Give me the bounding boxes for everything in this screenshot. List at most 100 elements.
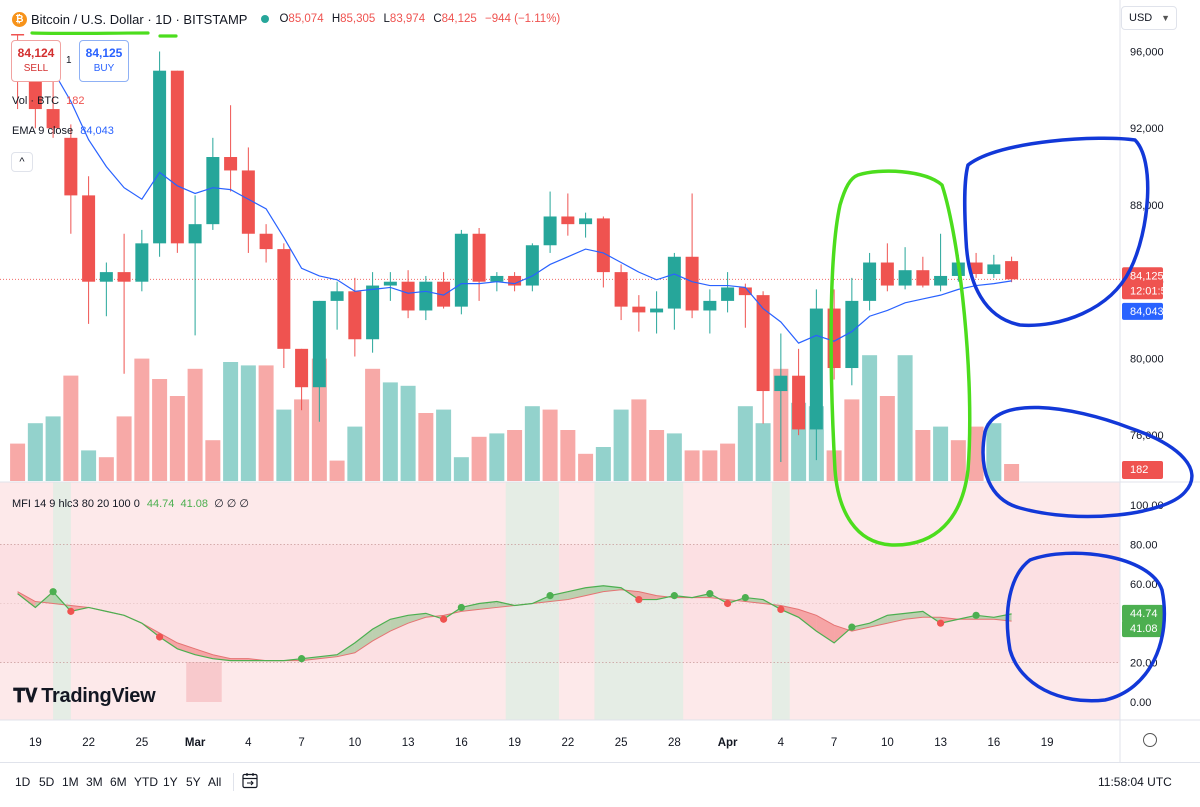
- candle: [916, 256, 930, 288]
- timeframe-1m[interactable]: 1M: [62, 775, 79, 789]
- candle: [596, 216, 610, 288]
- candle-body: [561, 216, 575, 225]
- collapse-legend-button[interactable]: ^: [11, 152, 33, 172]
- timeframe-all[interactable]: All: [208, 775, 222, 789]
- candle: [312, 300, 326, 422]
- mfi-cross-marker: [457, 603, 465, 612]
- close-value: 84,125: [441, 13, 477, 25]
- symbol-title[interactable]: Bitcoin / U.S. Dollar · 1D · BITSTAMP: [31, 11, 248, 27]
- candle-body: [46, 109, 60, 129]
- mfi-highlight-zone-3: [771, 482, 790, 720]
- candle: [809, 289, 823, 461]
- mfi-cross-marker: [848, 623, 856, 631]
- ema-legend[interactable]: EMA 9 close 84,043: [12, 125, 114, 137]
- candle-body: [277, 249, 291, 349]
- candle-body: [632, 306, 646, 313]
- candle: [685, 193, 699, 319]
- mfi-cross-marker: [937, 619, 945, 627]
- timeframe-1y[interactable]: 1Y: [163, 775, 178, 789]
- candle: [170, 70, 184, 253]
- gear-icon[interactable]: [1143, 733, 1157, 747]
- timeframe-5d[interactable]: 5D: [39, 775, 55, 789]
- price-axis-label: 92,000: [1130, 123, 1164, 135]
- candle-body: [206, 157, 220, 225]
- candle: [82, 176, 96, 324]
- currency-select[interactable]: USD ▼: [1121, 6, 1177, 30]
- candle-body: [579, 218, 593, 225]
- mfi-cross-marker: [440, 615, 448, 623]
- candle: [295, 348, 309, 411]
- volume-bar: [81, 450, 97, 481]
- mfi-cross-marker: [670, 592, 678, 600]
- candle-body: [348, 291, 362, 340]
- volume-bar: [720, 443, 736, 481]
- candle: [206, 137, 220, 230]
- timeframe-6m[interactable]: 6M: [110, 775, 127, 789]
- ohlc-readout: O85,074 H85,305 L83,974 C84,125 −944 (−1…: [279, 13, 561, 25]
- calendar-goto-icon[interactable]: [242, 772, 258, 789]
- timeframe-5y[interactable]: 5Y: [186, 775, 201, 789]
- volume-bar: [169, 396, 185, 481]
- volume-bar: [276, 409, 292, 481]
- mfi-cross-marker: [67, 607, 75, 615]
- time-axis-label: 4: [778, 737, 785, 749]
- mfi-fill-segment: [159, 633, 178, 649]
- timeframe-ytd[interactable]: YTD: [134, 775, 158, 789]
- volume-bar: [240, 365, 256, 481]
- mfi-legend-value-2: 41.08: [180, 498, 208, 510]
- volume-bar: [98, 457, 114, 481]
- mfi-cross-marker: [972, 611, 980, 619]
- volume-bar: [897, 355, 913, 481]
- candle: [579, 212, 593, 238]
- volume-bar: [542, 409, 558, 481]
- time-axis-label: 4: [245, 737, 252, 749]
- ema-badge-bg: [1122, 302, 1163, 320]
- candle: [863, 252, 877, 311]
- timeframe-3m[interactable]: 3M: [86, 775, 103, 789]
- time-axis-label: 19: [508, 737, 521, 749]
- mfi-fill-segment: [798, 609, 817, 632]
- candle-body: [756, 295, 770, 392]
- mfi-cross-marker: [777, 605, 785, 614]
- time-axis-label: Mar: [185, 737, 206, 749]
- symbol-header[interactable]: ₿ Bitcoin / U.S. Dollar · 1D · BITSTAMP …: [12, 9, 565, 29]
- volume-badge: 182: [1122, 461, 1163, 479]
- candle-body: [99, 272, 113, 282]
- candle-body: [224, 157, 238, 171]
- volume-bar: [453, 457, 469, 481]
- buy-button[interactable]: 84,125 BUY: [79, 40, 129, 82]
- candle: [721, 272, 735, 313]
- mfi-cross-marker: [741, 593, 749, 602]
- volume-bar: [382, 382, 398, 481]
- sell-price: 84,124: [17, 46, 55, 60]
- candle-body: [543, 216, 557, 246]
- volume-bar: [258, 365, 274, 481]
- volume-bar: [915, 430, 931, 481]
- candle: [46, 80, 60, 138]
- volume-bar: [613, 409, 629, 481]
- mfi-low-zone: [186, 662, 222, 702]
- volume-bar: [933, 426, 949, 481]
- candle: [987, 254, 1001, 278]
- mfi-fill-segment: [195, 648, 213, 659]
- mfi-legend[interactable]: MFI 14 9 hlc3 80 20 100 0 44.74 41.08 ∅ …: [12, 498, 249, 510]
- volume-legend[interactable]: Vol · BTC 182: [12, 95, 85, 107]
- candle-body: [188, 224, 202, 244]
- time-axis-label: 25: [135, 737, 148, 749]
- ema-line: [34, 45, 1012, 344]
- candle-body: [508, 275, 522, 286]
- candle-body: [454, 233, 468, 307]
- candle: [703, 289, 717, 334]
- candle: [508, 272, 522, 292]
- sell-button[interactable]: 84,124 SELL: [11, 40, 61, 82]
- annotation-green-circle: [829, 169, 972, 547]
- timeframe-1d[interactable]: 1D: [15, 775, 31, 789]
- candle: [241, 147, 255, 253]
- candle: [330, 281, 344, 330]
- mfi-axis-label: 80.00: [1130, 539, 1158, 551]
- candle-body: [650, 308, 664, 313]
- candle: [64, 124, 78, 234]
- mfi-fill-segment: [408, 613, 426, 624]
